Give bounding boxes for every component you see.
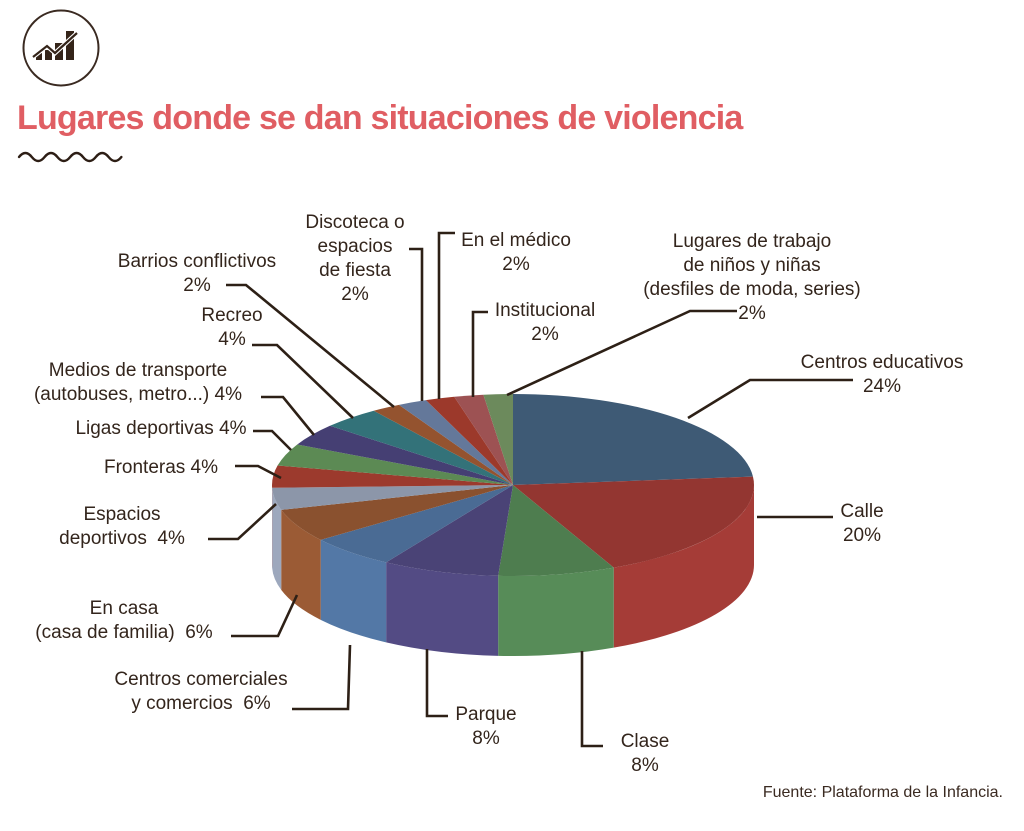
pie-slice-wall-parque [386, 562, 499, 656]
leader-lines [208, 231, 853, 748]
leader-line-recreo [252, 343, 354, 419]
pie-slice-clase [498, 485, 614, 576]
pie-slice-wall-clase [498, 567, 614, 656]
pie-slice-calle [513, 476, 754, 568]
title-underline-squiggle [17, 151, 123, 163]
pie-slice-medios-transporte [297, 425, 513, 485]
leader-line-en-el-medico [437, 231, 455, 399]
source-note: Fuente: Plataforma de la Infancia. [762, 784, 1003, 801]
leader-line-en-casa [231, 594, 299, 638]
pie-slice-wall-en-casa [281, 509, 321, 620]
page-title: Lugares donde se dan situaciones de viol… [17, 99, 743, 137]
pie-slice-barrios-conflictivos [373, 404, 513, 485]
leader-line-barrios-conflictivos [226, 283, 395, 409]
pie-slice-espacios-deportivos [272, 485, 513, 510]
pie-slice-centros-comerciales [320, 485, 513, 563]
pie-slice-wall-espacios-deportivos [272, 487, 282, 590]
leader-line-institucional [471, 310, 488, 397]
leader-line-ligas-deportivas [253, 429, 292, 451]
pie-slice-centros-educativos [513, 394, 753, 485]
logo-circle [22, 9, 100, 87]
leader-line-fronteras [235, 464, 282, 480]
bar-chart-trend-icon [31, 31, 79, 60]
pie-slice-fronteras [271, 465, 513, 488]
logo-badge [22, 9, 100, 87]
pie-slice-discoteca [398, 400, 513, 485]
leader-line-parque [425, 649, 448, 718]
leader-line-lugares-trabajo [506, 309, 737, 397]
pie-slice-parque [386, 485, 513, 576]
pie-slice-wall-centros-comerciales [320, 539, 387, 643]
pie-slice-recreo [329, 410, 513, 485]
leader-line-medios-transporte [261, 395, 316, 436]
leader-line-discoteca [409, 247, 424, 401]
pie-walls [272, 485, 754, 656]
leader-line-clase [580, 651, 603, 748]
pie-tops [271, 394, 754, 576]
leader-line-centros-comerciales [292, 644, 352, 711]
pie-slice-wall-calle [613, 485, 754, 648]
pie-slice-en-el-medico [425, 396, 513, 485]
pie-slice-lugares-trabajo [483, 394, 513, 485]
leader-line-centros-educativos [687, 378, 853, 420]
pie-slice-ligas-deportivas [277, 444, 513, 485]
leader-line-espacios-deportivos [208, 503, 277, 541]
pie-slice-en-casa [281, 485, 513, 540]
pie-slice-institucional [454, 394, 513, 485]
